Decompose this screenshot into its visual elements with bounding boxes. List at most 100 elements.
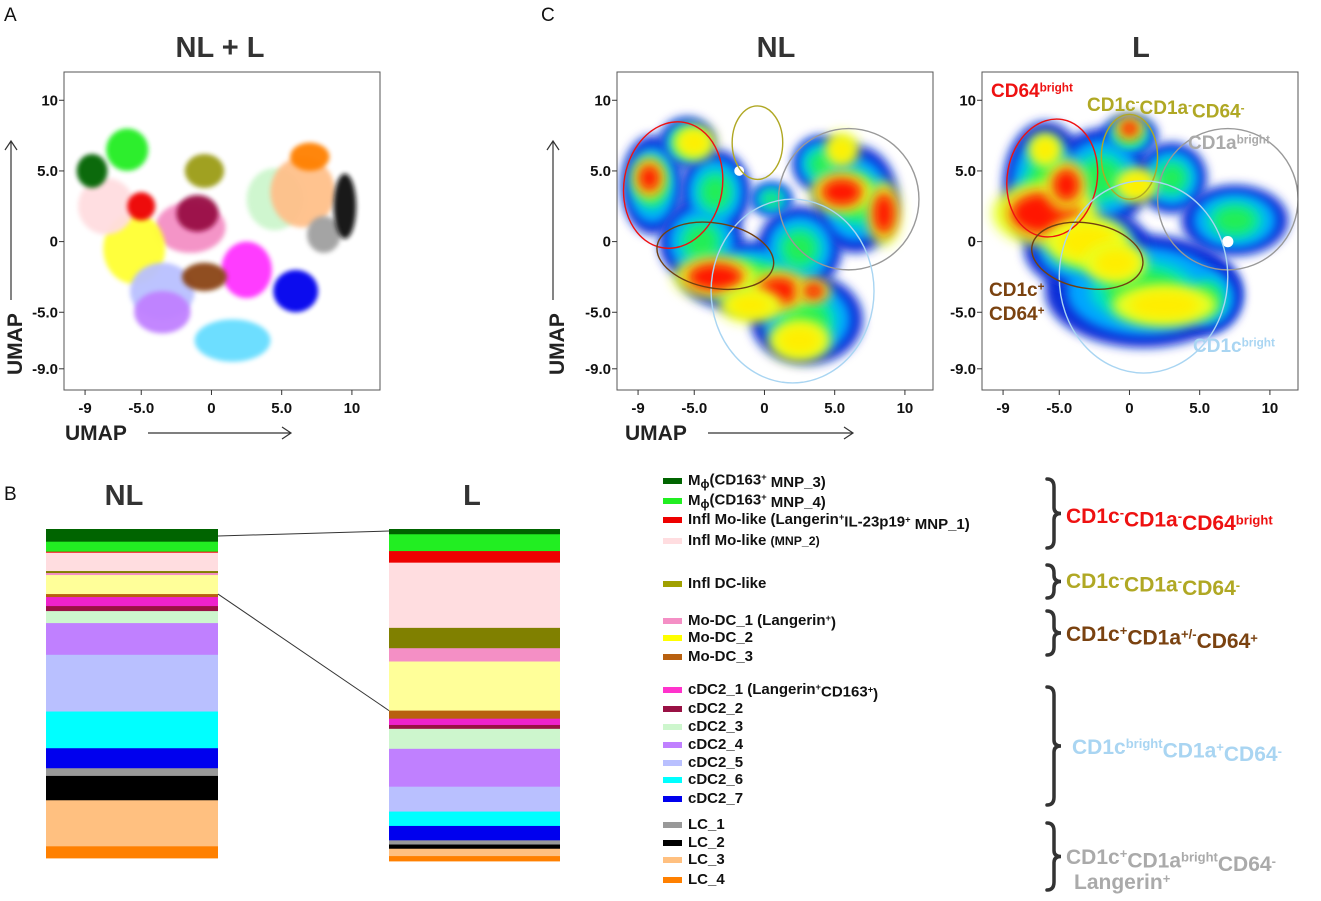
density-hotspot	[872, 192, 896, 235]
x-tick-label: -9	[78, 400, 91, 417]
legend-label: cDC2_2	[688, 700, 743, 717]
y-tick-label: 10	[41, 92, 58, 109]
legend-swatch	[663, 742, 682, 748]
y-tick-label: 5.0	[37, 163, 58, 180]
legend-swatch	[663, 581, 682, 587]
bar-label-l: L	[463, 480, 481, 512]
bar-segment	[46, 846, 218, 859]
cluster-cloud	[221, 241, 272, 299]
legend-label: Mo-DC_3	[688, 648, 753, 665]
legend-swatch	[663, 706, 682, 712]
panel-c-title-l: L	[1132, 32, 1150, 64]
cluster-cloud	[333, 173, 357, 239]
bar-segment	[389, 728, 560, 750]
bar-segment	[46, 552, 218, 572]
cluster-cloud	[194, 319, 271, 362]
y-tick-label: -9.0	[32, 361, 58, 378]
x-tick-label: 5.0	[271, 400, 292, 417]
legend-swatch	[663, 822, 682, 828]
bar-segment	[46, 775, 218, 801]
x-tick-label: 0	[1125, 400, 1133, 417]
density-region	[685, 225, 718, 258]
bar-segment	[389, 856, 560, 862]
cluster-cloud	[306, 216, 341, 253]
gate-ellipse	[1058, 180, 1229, 374]
density-hotspot	[830, 138, 853, 162]
bar-segment	[46, 594, 218, 598]
group-label: CD1c+CD1a+/-CD64+	[1066, 623, 1258, 653]
legend-label: cDC2_5	[688, 754, 743, 771]
cluster-cloud	[106, 128, 149, 171]
density-region	[783, 232, 816, 265]
legend-label: cDC2_4	[688, 736, 744, 753]
legend-label: Mo-DC_1 (Langerin+)	[688, 612, 836, 632]
gate-annotation: CD64bright	[991, 81, 1073, 102]
legend-label: LC_2	[688, 834, 725, 851]
bar-segment	[389, 848, 560, 857]
cluster-cloud	[78, 178, 135, 235]
legend-label: Mϕ(CD163+ MNP_3)	[688, 471, 826, 491]
y-tick-label: 10	[594, 92, 611, 109]
group-brace	[1045, 563, 1062, 600]
gate-ellipse	[710, 198, 875, 384]
legend-swatch	[663, 618, 682, 624]
gate-annotation: CD1c-CD1a-CD64-	[1087, 95, 1245, 122]
legend-swatch	[663, 654, 682, 660]
gate-annotation: CD1abright	[1188, 133, 1270, 154]
bar-segment	[46, 606, 218, 612]
cluster-cloud	[76, 153, 108, 188]
density-hotspot	[1094, 248, 1137, 277]
y-tick-label: -5.0	[950, 304, 976, 321]
group-label: Langerin+	[1074, 871, 1171, 894]
group-brace	[1045, 609, 1062, 657]
density-hotspot	[1052, 168, 1081, 203]
gate-ellipse	[1031, 221, 1144, 290]
legend-swatch	[663, 857, 682, 863]
legend-label: LC_3	[688, 851, 725, 868]
density-region	[1214, 206, 1256, 234]
gate-annotation: CD1c+	[989, 280, 1045, 301]
panel-label-b: B	[4, 484, 17, 505]
x-tick-label: 0	[207, 400, 215, 417]
bar-segment	[46, 551, 218, 554]
panel-c-title-nl: NL	[757, 32, 796, 64]
x-tick-label: 0	[760, 400, 768, 417]
gate-ellipse	[656, 221, 775, 291]
legend-label: cDC2_7	[688, 790, 743, 807]
y-tick-label: -5.0	[585, 304, 611, 321]
legend-label: LC_1	[688, 816, 725, 833]
cluster-cloud	[273, 269, 319, 313]
density-region	[809, 153, 832, 175]
cluster-cloud	[270, 156, 336, 228]
cluster-legend: Mϕ(CD163+ MNP_3)Mϕ(CD163+ MNP_4)Infl Mo-…	[663, 471, 970, 888]
legend-swatch	[663, 635, 682, 641]
density-region	[701, 176, 729, 209]
bar-segment	[46, 529, 218, 543]
group-brace	[1045, 821, 1062, 892]
legend-label: LC_4	[688, 871, 725, 888]
legend-label: Infl Mo-like (Langerin+IL-23p19+ MNP_1)	[688, 511, 970, 533]
cluster-cloud	[290, 142, 330, 171]
group-brace	[1045, 477, 1062, 550]
density-hotspot	[1119, 120, 1140, 138]
y-tick-label: 0	[50, 234, 58, 251]
plot-frame-nl	[616, 71, 934, 391]
panel-a-title: NL + L	[176, 32, 265, 64]
density-map-nl	[621, 117, 901, 365]
legend-label: Infl DC-like	[688, 575, 766, 592]
x-tick-label: 5.0	[1189, 400, 1210, 417]
legend-label: Infl Mo-like (MNP_2)	[688, 532, 820, 549]
umap-scatter-panel: NL + L -9 -5.0 0 5.0 10 105.00-5.0-9.0 UMAP …	[4, 32, 381, 445]
gate-annotation: CD64+	[989, 304, 1045, 325]
bar-segment	[46, 541, 218, 553]
y-tick-label: -9.0	[950, 361, 976, 378]
y-tick-label: 0	[968, 234, 976, 251]
y-tick-label: -5.0	[32, 304, 58, 321]
bar-segment	[389, 648, 560, 662]
y-tick-label: -9.0	[585, 361, 611, 378]
x-tick-label: 10	[897, 400, 914, 417]
bar-connector	[217, 530, 390, 537]
bar-segment	[46, 654, 218, 712]
gate-ellipse	[1100, 113, 1159, 200]
x-tick-label: 5.0	[824, 400, 845, 417]
